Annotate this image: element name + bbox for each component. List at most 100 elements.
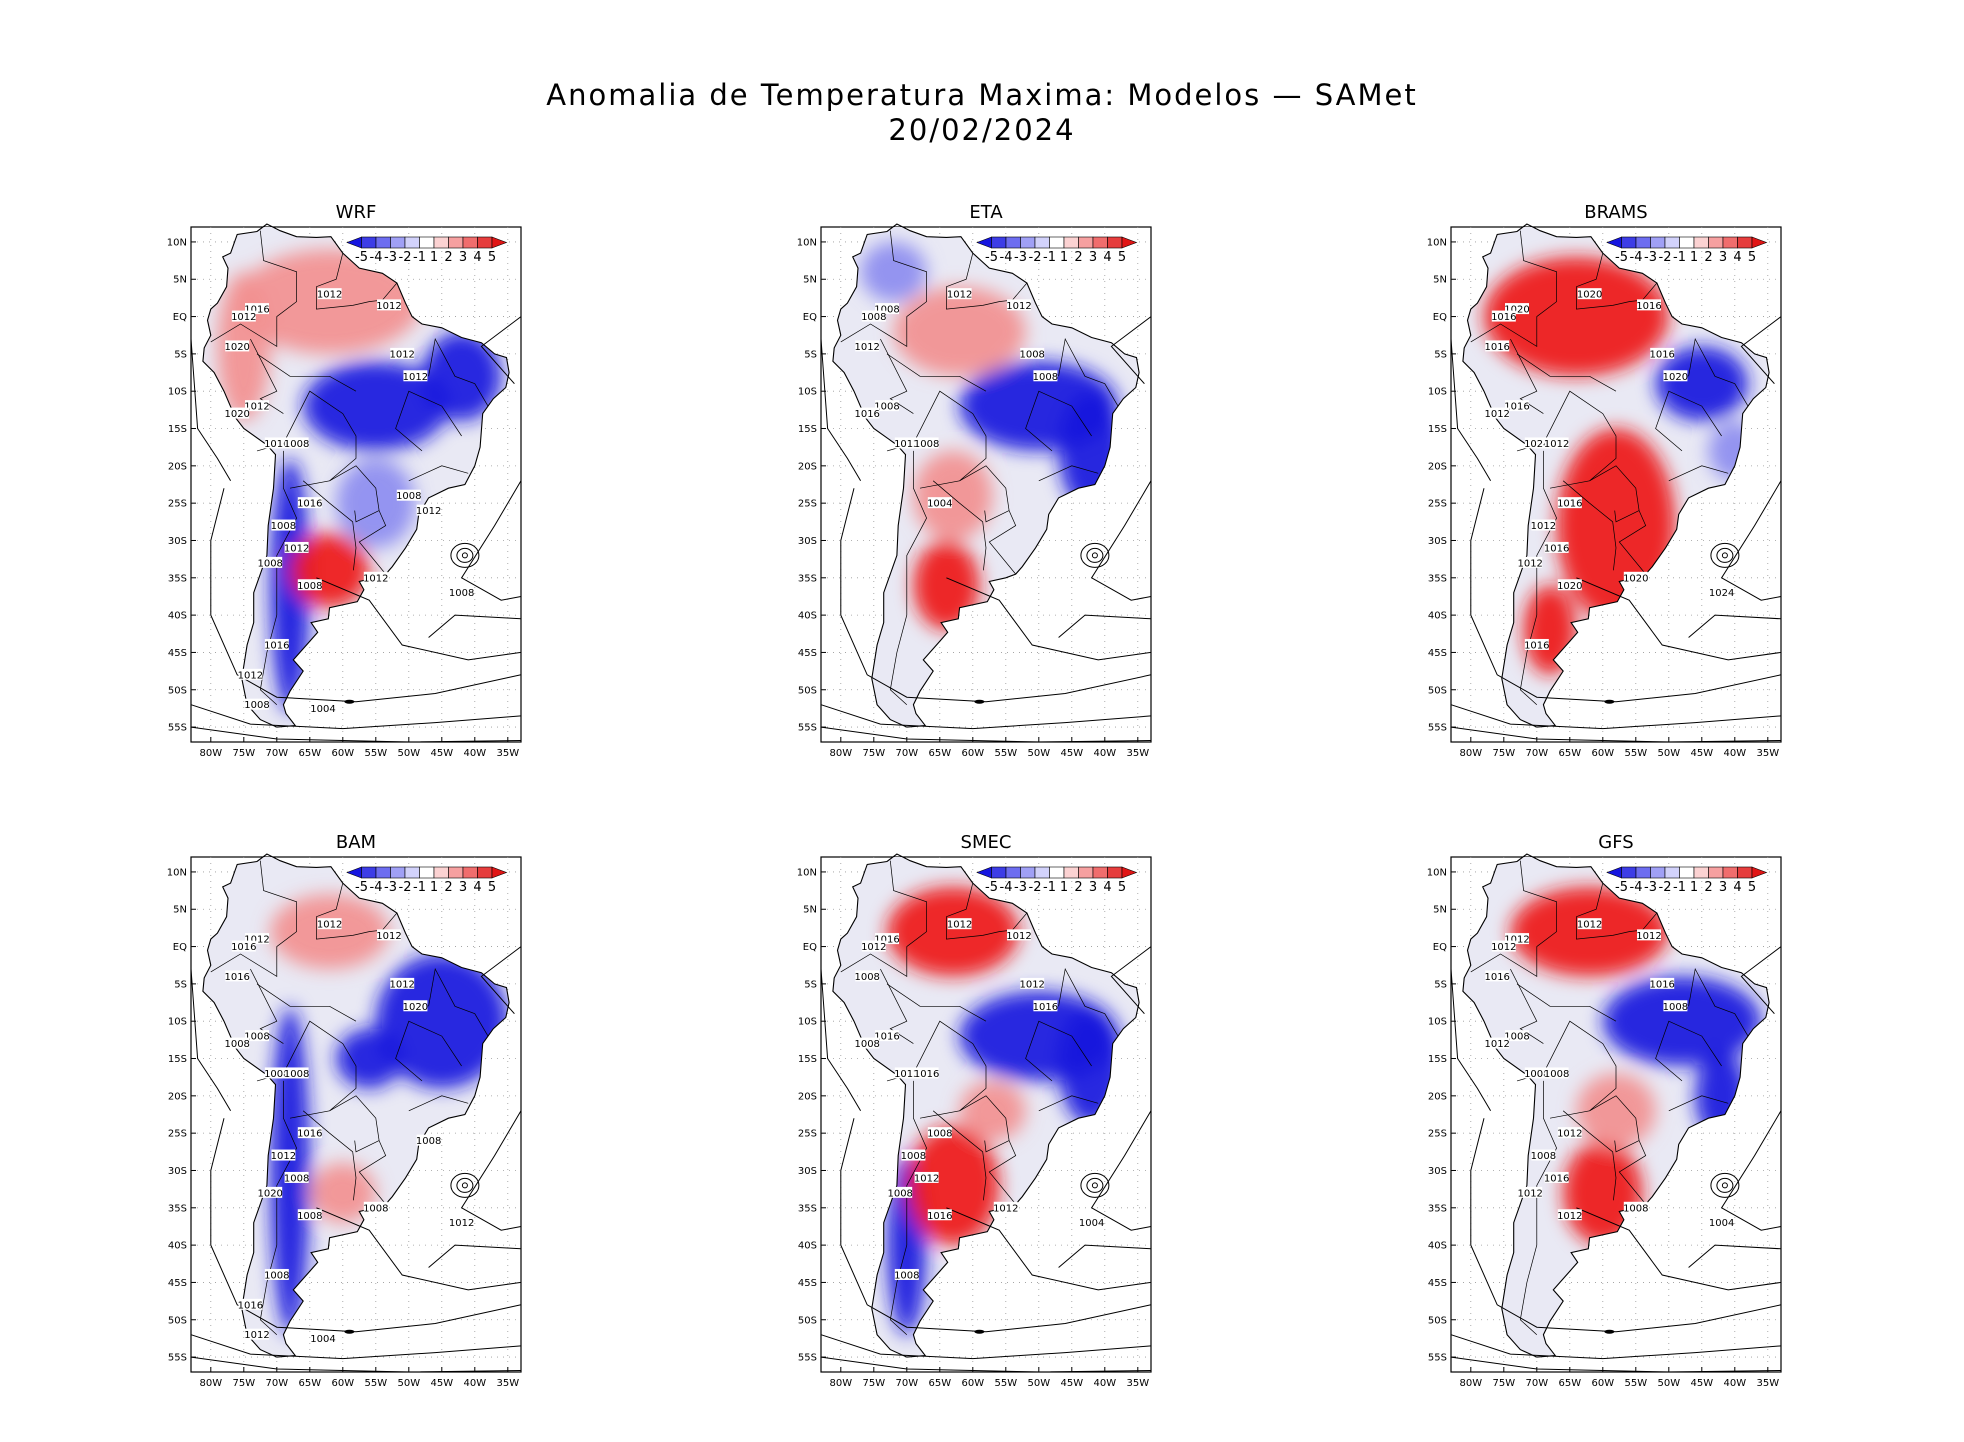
lon-tick-label: 50W	[1657, 1378, 1680, 1389]
colorbar-swatch	[361, 236, 377, 249]
isobar-label: 1016	[854, 409, 879, 420]
lat-tick-label: 30S	[1428, 1166, 1447, 1177]
country-border	[428, 967, 489, 1037]
lat-tick-label: 10N	[1427, 867, 1447, 878]
isobar-line	[1470, 488, 1782, 703]
country-border	[1688, 337, 1749, 407]
colorbar-arrow-right	[491, 236, 508, 249]
colorbar-swatch	[1693, 236, 1709, 249]
isobar-low	[1716, 547, 1734, 563]
country-border	[256, 983, 357, 1022]
lat-tick-label: 45S	[168, 1278, 187, 1289]
colorbar-arrow-right	[491, 866, 508, 879]
isobar-label: 1008	[1531, 1151, 1556, 1162]
isobar-label: 1016	[297, 499, 322, 510]
isobar-label-bg	[396, 489, 421, 501]
lon-tick-label: 80W	[199, 1378, 222, 1389]
isobar-label-bg	[297, 1209, 322, 1221]
isobar-label: 1012	[1491, 942, 1516, 953]
country-border	[1668, 1095, 1729, 1112]
colorbar-swatch	[991, 236, 1007, 249]
isobar-label: 1004	[310, 1334, 335, 1345]
isobar-label-bg	[1079, 1216, 1104, 1228]
isobar-label: 1016	[1033, 1002, 1058, 1013]
lon-tick-label: 65W	[298, 748, 321, 759]
isobar-label-bg	[1709, 586, 1734, 598]
isobar-label-bg	[245, 1030, 269, 1042]
country-border	[256, 1020, 357, 1119]
isobar-label: 1024	[1709, 588, 1734, 599]
isobar-label-bg	[1033, 370, 1058, 382]
isobar-label-bg	[875, 1030, 899, 1042]
isobar-label-bg	[1485, 340, 1510, 352]
coastline	[832, 853, 1140, 1358]
country-border	[988, 510, 1017, 575]
isobar-label: 1012	[284, 543, 309, 554]
anomaly-cold	[1655, 346, 1748, 422]
lon-tick-label: 45W	[1060, 748, 1083, 759]
falkland-islands	[344, 1329, 355, 1334]
country-border	[1562, 1110, 1617, 1201]
isobar-label-bg	[1637, 929, 1661, 941]
isobar-label-bg	[1709, 1216, 1734, 1228]
isobar-label: 1008	[284, 1173, 309, 1184]
isobar-label: 1016	[244, 305, 269, 316]
isobar-label: 1012	[1019, 979, 1044, 990]
lon-tick-label: 65W	[928, 748, 951, 759]
colorbar-swatch	[1063, 866, 1079, 879]
lon-tick-label: 80W	[199, 748, 222, 759]
colorbar-swatch	[1063, 236, 1079, 249]
isobar-line	[428, 1244, 522, 1268]
colorbar-swatch	[991, 866, 1007, 879]
isobar-label-bg	[1020, 977, 1045, 989]
isobar-line	[428, 614, 522, 638]
coastline	[832, 223, 1140, 728]
colorbar-label: -2	[1659, 250, 1672, 265]
isobar-label: 1016	[297, 1129, 322, 1140]
lat-tick-label: 35S	[168, 1203, 187, 1214]
panel-title: ETA	[969, 202, 1003, 223]
colorbar-label: 4	[473, 880, 481, 895]
isobar-label: 1012	[363, 573, 388, 584]
isobar-low	[1710, 542, 1740, 568]
isobar-label-bg	[927, 497, 952, 509]
map-svg: WRF1012101210161012101210121020101210201…	[167, 202, 522, 759]
country-border	[959, 465, 1010, 523]
isobar-label: 1012	[271, 1151, 296, 1162]
anomaly-cold	[303, 361, 449, 451]
colorbar-label: 1	[1690, 880, 1698, 895]
isobar-label: 1016	[914, 1069, 939, 1080]
colorbar-label: -3	[384, 250, 397, 265]
country-border	[1618, 510, 1647, 575]
country-border	[1510, 968, 1544, 1044]
anomaly-layer	[1510, 886, 1762, 1246]
colorbar-swatch	[1621, 236, 1637, 249]
lat-tick-label: 20S	[1428, 461, 1447, 472]
isobar-label: 1012	[238, 670, 263, 681]
isobar-low	[450, 1172, 480, 1198]
colorbar-swatch	[1722, 236, 1738, 249]
isobar-label: 1008	[257, 558, 282, 569]
isobar-label: 1020	[1577, 290, 1602, 301]
colorbar-swatch	[1737, 236, 1753, 249]
isobar-label-bg	[1531, 1149, 1556, 1161]
isobar-low	[456, 547, 474, 563]
colorbar-label: -1	[1043, 250, 1056, 265]
country-border	[1516, 390, 1617, 489]
isobar-line	[1688, 1244, 1782, 1268]
isobar-label-bg	[264, 1067, 289, 1079]
colorbar-swatch	[1034, 236, 1050, 249]
colorbar-label: -5	[1615, 880, 1628, 895]
isobar-label: 1008	[874, 305, 899, 316]
map-panel-eta: ETA 1012 1012 1008 1008 1008 1008 1012 1008 1016 1…	[795, 192, 1205, 812]
isobar-label-bg	[1505, 1030, 1529, 1042]
lat-tick-label: 30S	[168, 536, 187, 547]
colorbar-swatch	[1664, 236, 1680, 249]
lat-tick-label: 10S	[1428, 387, 1447, 398]
anomaly-warm	[237, 249, 422, 354]
country-border	[889, 450, 927, 705]
map-panel-smec: SMEC 1012 1012 1016 1012 1012 1016 1008 1016 1008…	[795, 822, 1205, 1442]
lat-tick-label: 10N	[167, 237, 187, 248]
isobar-line	[820, 704, 1152, 730]
country-border	[1470, 230, 1557, 348]
